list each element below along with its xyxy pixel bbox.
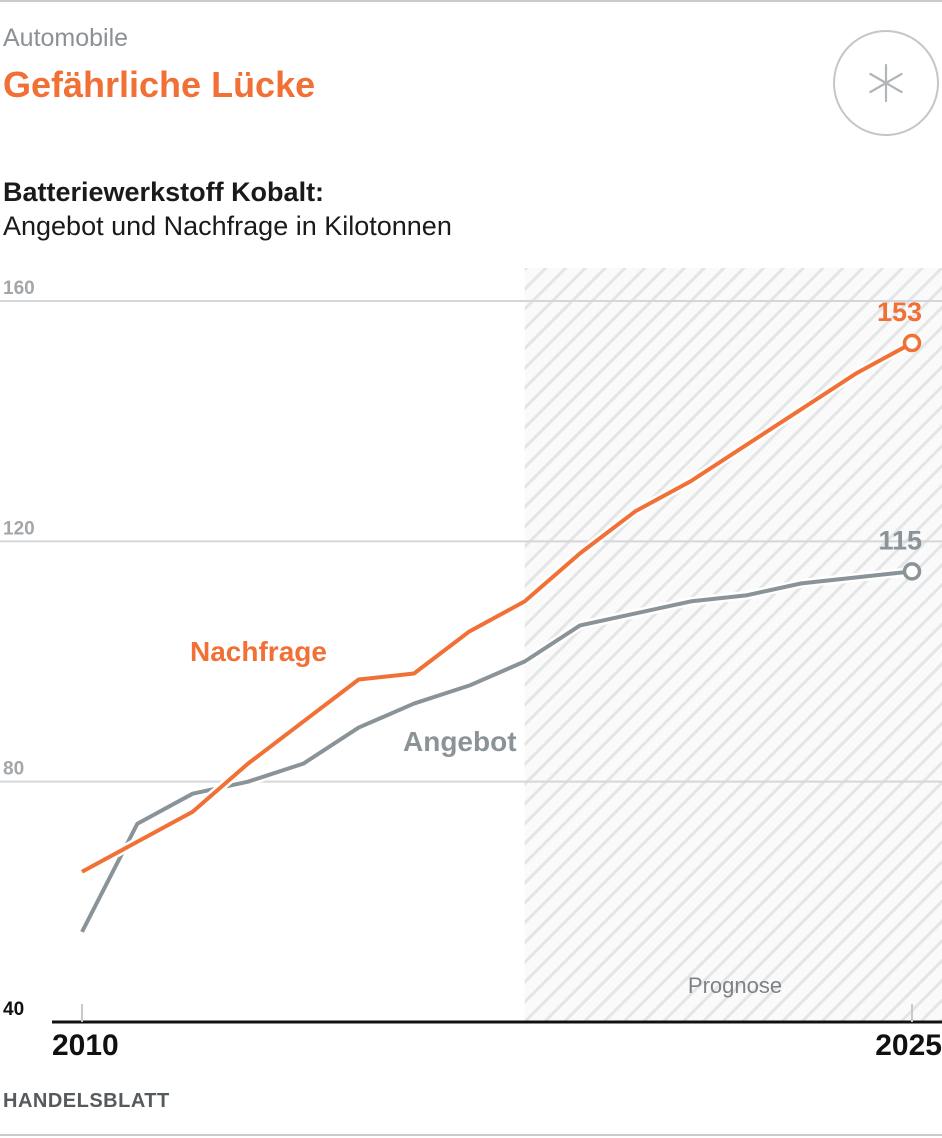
y-tick-label: 120 bbox=[3, 518, 35, 539]
series-label-nachfrage: Nachfrage bbox=[190, 636, 327, 667]
forecast-region bbox=[524, 268, 942, 1022]
chart-subtitle: Batteriewerkstoff Kobalt: Angebot und Na… bbox=[3, 175, 452, 243]
subtitle-regular: Angebot und Nachfrage in Kilotonnen bbox=[3, 211, 452, 241]
end-marker-angebot bbox=[902, 562, 922, 581]
bottom-rule bbox=[0, 1134, 942, 1136]
y-tick-label: 160 bbox=[3, 278, 35, 299]
line-chart: Prognose 40 80 120 160 2010 2025 115 Angebot 153 N… bbox=[0, 268, 942, 1062]
subtitle-bold: Batteriewerkstoff Kobalt: bbox=[3, 177, 325, 207]
end-value-label: 115 bbox=[878, 525, 922, 555]
forecast-label: Prognose bbox=[688, 973, 782, 998]
series-label-angebot: Angebot bbox=[403, 726, 517, 757]
y-tick-label: 80 bbox=[3, 759, 24, 780]
x-tick-label: 2010 bbox=[52, 1029, 119, 1062]
end-marker-nachfrage bbox=[902, 333, 922, 353]
top-rule bbox=[0, 0, 942, 2]
y-tick-label: 40 bbox=[3, 999, 24, 1020]
kicker: Automobile bbox=[3, 24, 129, 52]
asterisk-icon bbox=[833, 30, 939, 136]
x-tick-label: 2025 bbox=[875, 1029, 942, 1062]
headline: Gefährliche Lücke bbox=[3, 64, 316, 105]
series-line-nachfrage bbox=[81, 341, 913, 874]
end-value-label: 153 bbox=[877, 297, 922, 327]
source-label: HANDELSBLATT bbox=[3, 1090, 170, 1112]
